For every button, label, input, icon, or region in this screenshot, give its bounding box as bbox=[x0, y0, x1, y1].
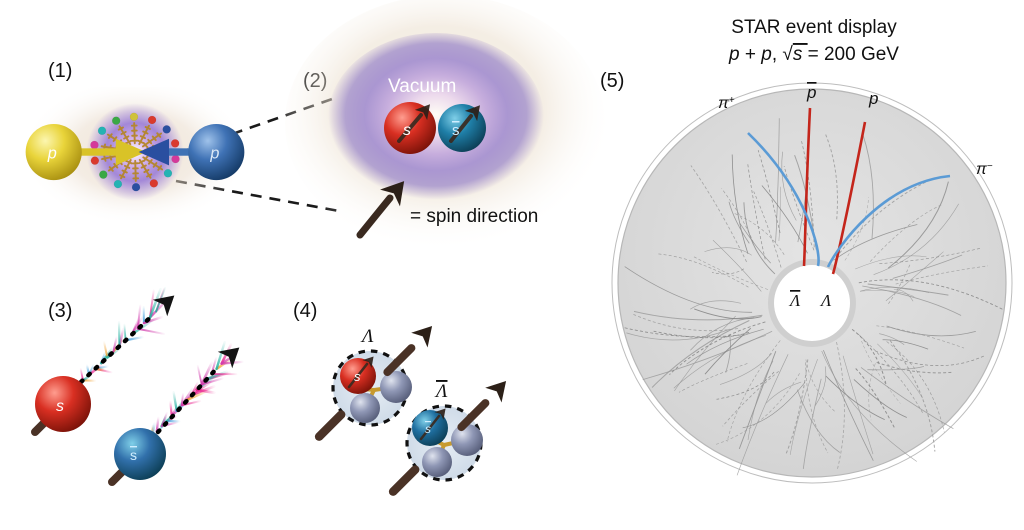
svg-text:π−: π− bbox=[976, 161, 993, 179]
svg-text:s: s bbox=[354, 369, 361, 384]
svg-text:p: p bbox=[868, 89, 878, 108]
svg-text:Λ: Λ bbox=[360, 326, 374, 347]
svg-text:Λ: Λ bbox=[788, 291, 801, 310]
svg-text:Λ: Λ bbox=[434, 381, 448, 402]
svg-text:Λ: Λ bbox=[819, 291, 832, 310]
svg-text:p: p bbox=[47, 145, 57, 163]
svg-text:p: p bbox=[209, 145, 219, 163]
svg-text:p: p bbox=[806, 83, 816, 102]
svg-text:s: s bbox=[425, 422, 431, 436]
svg-text:p + p, √s = 200 GeV: p + p, √s = 200 GeV bbox=[728, 44, 899, 65]
svg-text:STAR event display: STAR event display bbox=[731, 17, 897, 38]
